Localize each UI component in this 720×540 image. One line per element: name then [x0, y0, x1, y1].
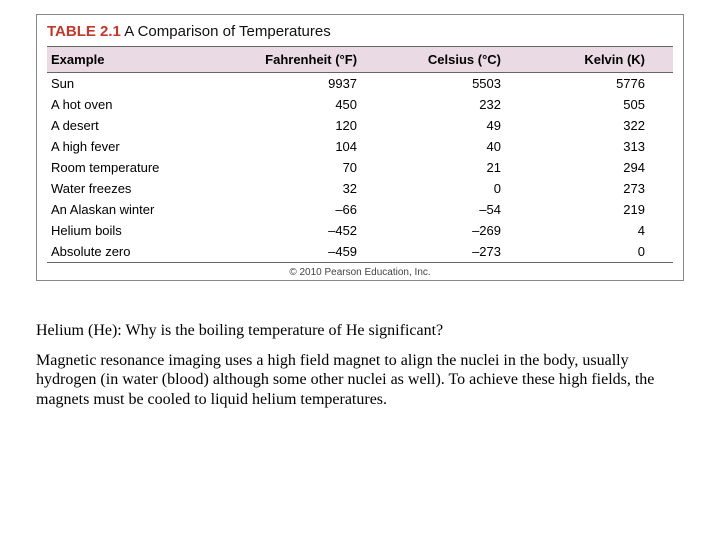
table-row: A hot oven450232505	[47, 94, 673, 115]
table-cell: 9937	[235, 73, 385, 95]
table-cell: 273	[529, 178, 673, 199]
table-header-row: Example Fahrenheit (°F) Celsius (°C) Kel…	[47, 47, 673, 73]
table-number: TABLE 2.1	[47, 23, 121, 40]
table-cell: Absolute zero	[47, 241, 235, 263]
table-cell: –66	[235, 199, 385, 220]
table-cell: 104	[235, 136, 385, 157]
table-cell: 219	[529, 199, 673, 220]
table-cell: 21	[385, 157, 529, 178]
col-celsius: Celsius (°C)	[385, 47, 529, 73]
col-example: Example	[47, 47, 235, 73]
table-cell: –452	[235, 220, 385, 241]
table-row: A high fever10440313	[47, 136, 673, 157]
table-cell: 120	[235, 115, 385, 136]
table-row: Room temperature7021294	[47, 157, 673, 178]
table-cell: 4	[529, 220, 673, 241]
table-cell: 505	[529, 94, 673, 115]
question-text: Helium (He): Why is the boiling temperat…	[36, 321, 684, 341]
table-row: An Alaskan winter–66–54219	[47, 199, 673, 220]
table-cell: An Alaskan winter	[47, 199, 235, 220]
table-title: TABLE 2.1 A Comparison of Temperatures	[47, 23, 673, 40]
temperature-table-container: TABLE 2.1 A Comparison of Temperatures E…	[36, 14, 684, 281]
table-cell: 313	[529, 136, 673, 157]
table-cell: Helium boils	[47, 220, 235, 241]
table-cell: –273	[385, 241, 529, 263]
copyright-text: © 2010 Pearson Education, Inc.	[47, 267, 673, 278]
body-text: Helium (He): Why is the boiling temperat…	[36, 321, 684, 409]
table-cell: 322	[529, 115, 673, 136]
table-row: A desert12049322	[47, 115, 673, 136]
table-cell: A hot oven	[47, 94, 235, 115]
table-cell: –459	[235, 241, 385, 263]
table-body: Sun993755035776A hot oven450232505A dese…	[47, 73, 673, 263]
table-cell: 450	[235, 94, 385, 115]
table-cell: 0	[529, 241, 673, 263]
table-cell: 49	[385, 115, 529, 136]
table-cell: 294	[529, 157, 673, 178]
table-cell: A desert	[47, 115, 235, 136]
table-cell: 70	[235, 157, 385, 178]
table-name: A Comparison of Temperatures	[124, 23, 331, 40]
table-cell: 0	[385, 178, 529, 199]
table-row: Water freezes320273	[47, 178, 673, 199]
table-row: Absolute zero–459–2730	[47, 241, 673, 263]
table-cell: –269	[385, 220, 529, 241]
table-cell: Room temperature	[47, 157, 235, 178]
table-cell: Water freezes	[47, 178, 235, 199]
table-cell: 5503	[385, 73, 529, 95]
table-cell: Sun	[47, 73, 235, 95]
table-cell: 232	[385, 94, 529, 115]
table-cell: A high fever	[47, 136, 235, 157]
col-kelvin: Kelvin (K)	[529, 47, 673, 73]
temperature-table: Example Fahrenheit (°F) Celsius (°C) Kel…	[47, 46, 673, 263]
table-cell: –54	[385, 199, 529, 220]
table-cell: 32	[235, 178, 385, 199]
table-row: Sun993755035776	[47, 73, 673, 95]
table-row: Helium boils–452–2694	[47, 220, 673, 241]
col-fahrenheit: Fahrenheit (°F)	[235, 47, 385, 73]
table-cell: 40	[385, 136, 529, 157]
answer-text: Magnetic resonance imaging uses a high f…	[36, 351, 684, 410]
table-cell: 5776	[529, 73, 673, 95]
